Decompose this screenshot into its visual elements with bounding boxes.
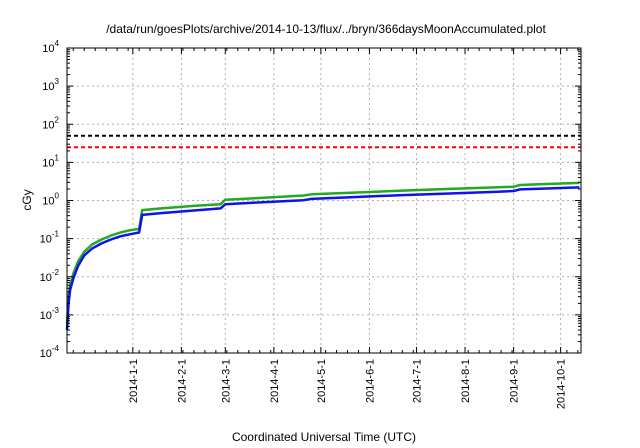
series-line [65, 186, 580, 331]
y-tick-label: 102 [42, 115, 59, 131]
x-tick-label: 2014-10-1 [556, 359, 568, 409]
y-tick-label: 103 [42, 77, 59, 93]
y-tick-label: 10-3 [40, 306, 60, 322]
x-tick-label: 2014-6-1 [364, 359, 376, 403]
x-axis-label: Coordinated Universal Time (UTC) [232, 430, 416, 444]
grid-lines [67, 48, 581, 353]
y-axis-label: cGy [20, 189, 34, 210]
y-axis-ticks: 10-4 10-3 10-2 10-1 100 101 102 103 104 [40, 39, 581, 360]
y-tick-label: 10-1 [40, 230, 60, 246]
chart-title: /data/run/goesPlots/archive/2014-10-13/f… [106, 22, 546, 36]
x-tick-label: 2014-5-1 [316, 359, 328, 403]
y-tick-label: 104 [42, 39, 59, 55]
x-tick-label: 2014-1-1 [128, 359, 140, 403]
series-group [65, 181, 580, 331]
y-tick-label: 100 [42, 192, 59, 208]
y-tick-label: 10-4 [40, 344, 60, 360]
y-tick-label: 101 [42, 153, 59, 169]
series-line [65, 181, 580, 324]
y-tick-label: 10-2 [40, 268, 60, 284]
x-tick-label: 2014-4-1 [269, 359, 281, 403]
x-tick-label: 2014-3-1 [220, 359, 232, 403]
threshold-lines [67, 134, 581, 149]
x-axis-ticks: 2014-1-1 2014-2-1 2014-3-1 2014-4-1 2014-5-1… [72, 48, 579, 409]
x-tick-label: 2014-8-1 [460, 359, 472, 403]
x-tick-label: 2014-9-1 [509, 359, 521, 403]
x-tick-label: 2014-2-1 [176, 359, 188, 403]
x-tick-label: 2014-7-1 [411, 359, 423, 403]
